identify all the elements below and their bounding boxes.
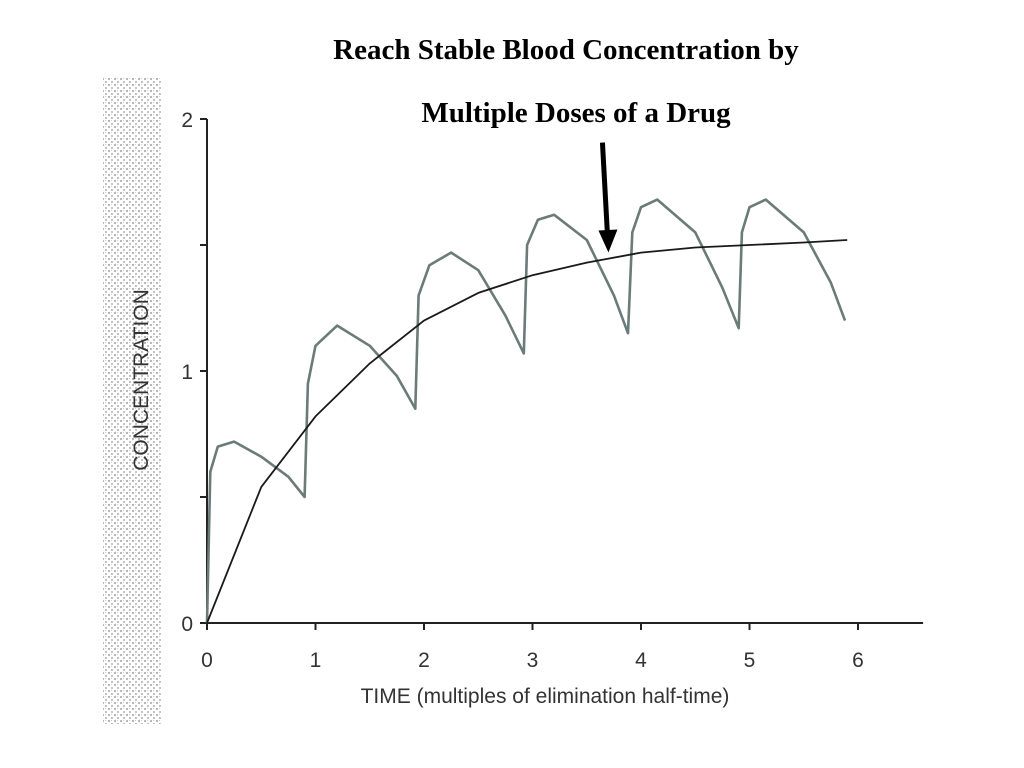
x-axis-label: TIME (multiples of elimination half-time… xyxy=(361,685,730,708)
x-tick-label: 3 xyxy=(527,649,539,672)
ticks: 0 1 2 3 4 5 6 0 1 2 xyxy=(181,109,864,672)
x-tick-label: 5 xyxy=(744,649,756,672)
arrow-shaft xyxy=(599,142,610,235)
annotation-arrow xyxy=(598,142,618,253)
plateau-curve-line xyxy=(206,239,848,624)
series xyxy=(205,198,848,624)
scan-texture-strip xyxy=(103,78,161,724)
y-tick-label: 0 xyxy=(181,613,193,636)
y-tick-label: 2 xyxy=(181,109,193,132)
chart-title-line1: Reach Stable Blood Concentration by xyxy=(333,34,799,66)
x-tick-label: 6 xyxy=(852,649,864,672)
chart-title-line2: Multiple Doses of a Drug xyxy=(421,97,731,129)
x-tick-label: 0 xyxy=(201,649,213,672)
sawtooth-line xyxy=(205,198,847,624)
axes xyxy=(206,119,924,624)
x-tick-label: 2 xyxy=(418,649,430,672)
x-tick-label: 4 xyxy=(635,649,647,672)
y-axis-label: CONCENTRATION xyxy=(130,289,153,471)
arrow-head xyxy=(598,229,618,253)
x-tick-label: 1 xyxy=(310,649,322,672)
y-tick-label: 1 xyxy=(181,361,193,384)
